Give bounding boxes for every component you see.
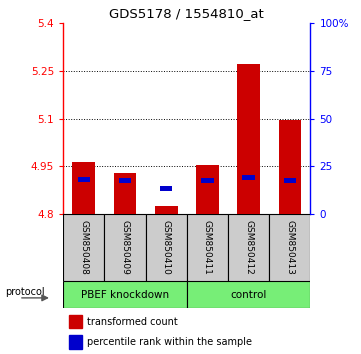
Bar bbox=[73, 162, 95, 214]
Bar bbox=[269, 214, 310, 281]
Bar bbox=[114, 173, 136, 214]
Text: GSM850413: GSM850413 bbox=[285, 220, 294, 275]
Bar bbox=[279, 120, 301, 214]
Bar bbox=[160, 186, 173, 191]
Text: GSM850410: GSM850410 bbox=[162, 220, 171, 275]
Bar bbox=[63, 281, 187, 308]
Text: GSM850411: GSM850411 bbox=[203, 220, 212, 275]
Text: PBEF knockdown: PBEF knockdown bbox=[81, 290, 169, 300]
Bar bbox=[284, 178, 296, 183]
Bar bbox=[201, 178, 214, 183]
Bar bbox=[104, 214, 145, 281]
Text: control: control bbox=[230, 290, 267, 300]
Bar bbox=[145, 214, 187, 281]
Bar bbox=[119, 178, 131, 183]
Text: percentile rank within the sample: percentile rank within the sample bbox=[87, 337, 252, 347]
Text: GSM850412: GSM850412 bbox=[244, 221, 253, 275]
Text: GSM850408: GSM850408 bbox=[79, 220, 88, 275]
Bar bbox=[196, 165, 219, 214]
Bar bbox=[69, 315, 82, 329]
Text: GSM850409: GSM850409 bbox=[121, 220, 130, 275]
Bar bbox=[187, 281, 310, 308]
Bar bbox=[69, 336, 82, 349]
Title: GDS5178 / 1554810_at: GDS5178 / 1554810_at bbox=[109, 7, 264, 21]
Text: protocol: protocol bbox=[5, 287, 45, 297]
Bar bbox=[63, 214, 104, 281]
Text: transformed count: transformed count bbox=[87, 317, 178, 327]
Bar bbox=[237, 64, 260, 214]
Bar bbox=[155, 206, 178, 214]
Bar bbox=[228, 214, 269, 281]
Bar bbox=[78, 177, 90, 182]
Bar bbox=[242, 175, 255, 180]
Bar bbox=[187, 214, 228, 281]
